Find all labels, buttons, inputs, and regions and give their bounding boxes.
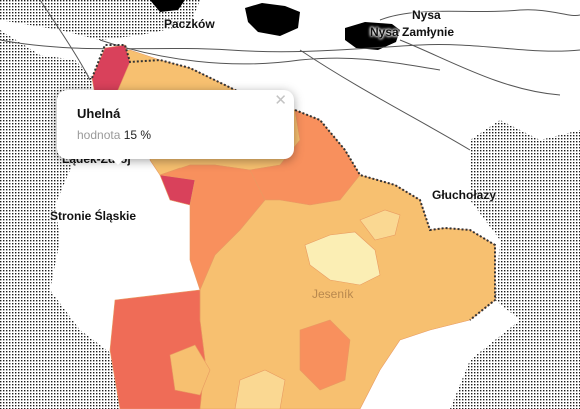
place-label-jesenik[interactable]: Jeseník (312, 287, 354, 301)
roads (0, 0, 580, 151)
lake-paczkow (245, 3, 300, 36)
place-label-paczkow[interactable]: Paczków (164, 17, 215, 31)
region-light-2 (359, 209, 401, 241)
region-lightest (304, 231, 381, 286)
hatched-area-north (0, 0, 200, 40)
national-border (91, 44, 496, 321)
place-label-glucholazy[interactable]: Głuchołazy (432, 188, 497, 202)
popup-value-row: hodnota 15 % (77, 128, 151, 142)
region-south-east (299, 319, 351, 391)
place-label-nysa-zamlynie[interactable]: Nysa Zamłynie (370, 25, 455, 39)
lake-north (150, 0, 185, 12)
close-icon[interactable]: ✕ (274, 92, 287, 109)
hatched-area-east (450, 120, 580, 409)
place-label-stronie-slaskie[interactable]: Stronie Śląskie (50, 209, 137, 223)
region-light-3 (234, 369, 286, 409)
hatched-area-west (0, 30, 140, 409)
region-popup: ✕ Uhelná hodnota 15 % (57, 90, 294, 159)
place-label-nysa[interactable]: Nysa (412, 8, 441, 22)
lake-nysa (345, 22, 400, 50)
region-south-mid (169, 344, 211, 396)
popup-value: 15 % (123, 128, 152, 142)
popup-title: Uhelná (77, 106, 121, 121)
popup-key: hodnota (77, 128, 121, 142)
popup-tip (108, 155, 128, 165)
